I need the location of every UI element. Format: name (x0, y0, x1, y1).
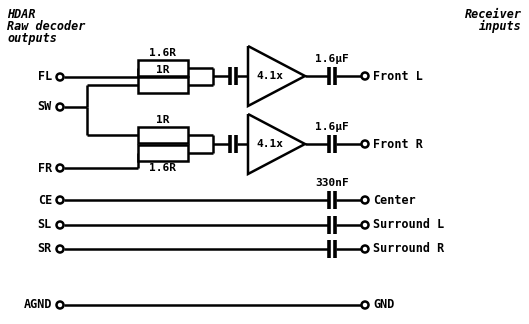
Circle shape (57, 246, 63, 252)
Circle shape (361, 196, 369, 203)
Text: 1.6μF: 1.6μF (315, 54, 349, 64)
Text: 4.1x: 4.1x (256, 71, 283, 81)
Bar (138, 60, 188, 76)
Text: AGND: AGND (23, 298, 52, 311)
Circle shape (361, 246, 369, 252)
Text: FL: FL (38, 71, 52, 84)
Text: Front R: Front R (373, 137, 423, 151)
Text: Raw decoder: Raw decoder (7, 20, 85, 33)
Text: Front L: Front L (373, 70, 423, 83)
Text: Receiver: Receiver (465, 8, 522, 21)
Text: CE: CE (38, 193, 52, 206)
Text: Surround R: Surround R (373, 242, 444, 256)
Text: 1.6R: 1.6R (150, 163, 177, 173)
Circle shape (361, 222, 369, 228)
Text: Center: Center (373, 193, 416, 206)
Text: SW: SW (38, 100, 52, 113)
Bar (138, 145, 188, 161)
Circle shape (57, 103, 63, 110)
Text: inputs: inputs (479, 20, 522, 33)
Text: outputs: outputs (7, 32, 57, 45)
Text: Surround L: Surround L (373, 218, 444, 232)
Circle shape (361, 302, 369, 308)
Circle shape (57, 196, 63, 203)
Text: HDAR: HDAR (7, 8, 35, 21)
Text: SR: SR (38, 242, 52, 256)
Text: 4.1x: 4.1x (256, 139, 283, 149)
Circle shape (57, 302, 63, 308)
Circle shape (361, 141, 369, 147)
Text: SL: SL (38, 218, 52, 232)
Text: FR: FR (38, 161, 52, 175)
Circle shape (57, 74, 63, 80)
Text: 1.6μF: 1.6μF (315, 122, 349, 132)
Circle shape (57, 165, 63, 171)
Text: GND: GND (373, 298, 395, 311)
Circle shape (361, 73, 369, 79)
Text: 1R: 1R (156, 115, 170, 125)
Text: 1.6R: 1.6R (150, 48, 177, 58)
Circle shape (57, 222, 63, 228)
Text: 1R: 1R (156, 65, 170, 75)
Text: 330nF: 330nF (315, 178, 349, 188)
Bar (138, 77, 188, 93)
Bar (138, 127, 188, 143)
